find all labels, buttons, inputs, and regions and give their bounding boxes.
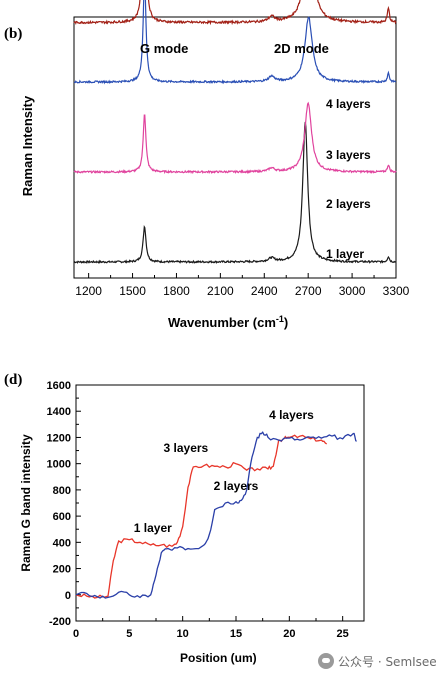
- layer-label-d: 4 layers: [269, 408, 314, 422]
- watermark: 公众号 · SemIsee: [318, 651, 437, 671]
- x-tick-label-b: 3300: [383, 284, 410, 298]
- y-tick-label-d: 1000: [47, 459, 71, 471]
- x-tick-label-d: 20: [283, 628, 295, 640]
- x-axis-title-b: Wavenumber (cm-1): [168, 314, 288, 330]
- spectra-curves: [73, 0, 397, 265]
- intensity-curves: [75, 431, 357, 599]
- y-tick-label-d: 1200: [47, 432, 71, 444]
- legend-label-2-layers: 2 layers: [326, 197, 371, 211]
- x-tick-label-b: 1800: [163, 284, 190, 298]
- spectrum-line: [73, 101, 397, 175]
- legend-label-1-layer: 1 layer: [326, 247, 364, 261]
- y-tick-label-d: 800: [53, 485, 71, 497]
- intensity-line: [75, 434, 328, 599]
- g-mode-annotation: G mode: [140, 41, 188, 56]
- plot-frame-d: [75, 384, 365, 622]
- y-axis-title-b: Raman Intensity: [20, 95, 35, 196]
- intensity-line: [75, 431, 357, 599]
- spectrum-line: [73, 121, 397, 265]
- x-tick-label-d: 0: [73, 628, 79, 640]
- panel-label-b: (b): [4, 26, 22, 42]
- legend-label-4-layers: 4 layers: [326, 97, 371, 111]
- y-axis-title-d: Raman G band intensity: [19, 434, 33, 572]
- x-tick-label-b: 2100: [207, 284, 234, 298]
- y-tick-label-d: 1400: [47, 406, 71, 418]
- layer-labels-d: 1 layer 3 layers 2 layers 4 layers: [134, 408, 314, 535]
- axis-ticks-d: 0 5 10 15 20 25-20002004006008001000120014001…: [47, 380, 349, 640]
- x-tick-label-d: 25: [337, 628, 349, 640]
- watermark-text: 公众号 · SemIsee: [338, 654, 437, 669]
- spectrum-line: [73, 0, 397, 26]
- legend-label-3-layers: 3 layers: [326, 148, 371, 162]
- x-tick-label-d: 10: [177, 628, 189, 640]
- y-tick-label-d: 1600: [47, 380, 71, 392]
- spectrum-line: [73, 0, 397, 85]
- x-tick-label-d: 5: [126, 628, 132, 640]
- raman-spectra-panel: (b) 1200 1500 1800 2100 2400 2700 3000 3300 G m…: [4, 0, 410, 330]
- y-tick-label-d: 200: [53, 564, 71, 576]
- layer-label-d: 2 layers: [214, 479, 259, 493]
- y-tick-label-d: 600: [53, 511, 71, 523]
- wechat-icon: [318, 653, 334, 669]
- y-tick-label-d: 400: [53, 537, 71, 549]
- plot-frame-b: [73, 16, 397, 279]
- y-tick-label-d: -200: [49, 616, 71, 628]
- x-tick-label-b: 3000: [339, 284, 366, 298]
- x-tick-label-b: 1200: [75, 284, 102, 298]
- x-tick-label-b: 2400: [251, 284, 278, 298]
- layer-label-d: 3 layers: [164, 441, 209, 455]
- x-tick-label-b: 2700: [295, 284, 322, 298]
- panel-label-d: (d): [4, 372, 22, 388]
- x-axis-ticks-b: 1200 1500 1800 2100 2400 2700 3000 3300: [75, 273, 410, 298]
- g-band-intensity-panel: (d) 0 5 10 15 20 25-2000200400600800100012001…: [4, 372, 365, 665]
- 2d-mode-annotation: 2D mode: [274, 41, 329, 56]
- x-axis-title-d: Position (um): [180, 651, 257, 665]
- layer-label-d: 1 layer: [134, 521, 172, 535]
- y-tick-label-d: 0: [65, 590, 71, 602]
- x-tick-label-b: 1500: [119, 284, 146, 298]
- x-tick-label-d: 15: [230, 628, 242, 640]
